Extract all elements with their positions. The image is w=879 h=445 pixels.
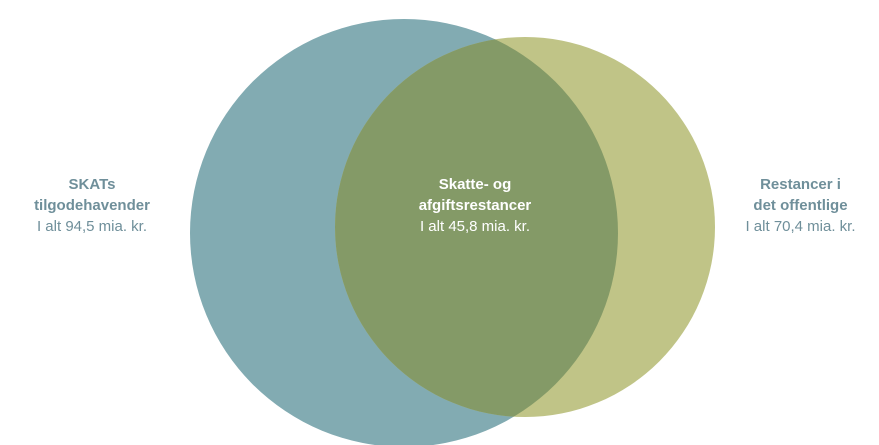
intersection-title-line1: Skatte- og	[438, 176, 512, 193]
left-set-title-line2: tilgodehavender	[34, 197, 150, 214]
right-set-title-line1: Restancer i	[760, 176, 841, 193]
intersection-label: Skatte- og afgiftsrestancer I alt 45,8 m…	[348, 174, 602, 237]
right-set-label: Restancer i det offentlige I alt 70,4 mi…	[722, 174, 879, 237]
left-set-total: I alt 94,5 mia. kr.	[36, 218, 148, 235]
left-set-title-line1: SKATs	[68, 176, 116, 193]
intersection-title-line2: afgiftsrestancer	[418, 197, 532, 214]
left-set-label: SKATs tilgodehavender I alt 94,5 mia. kr…	[0, 174, 184, 237]
right-set-title-line2: det offentlige	[753, 197, 848, 214]
intersection-region	[335, 37, 618, 417]
intersection-total: I alt 45,8 mia. kr.	[419, 218, 531, 235]
right-set-total: I alt 70,4 mia. kr.	[745, 218, 856, 235]
